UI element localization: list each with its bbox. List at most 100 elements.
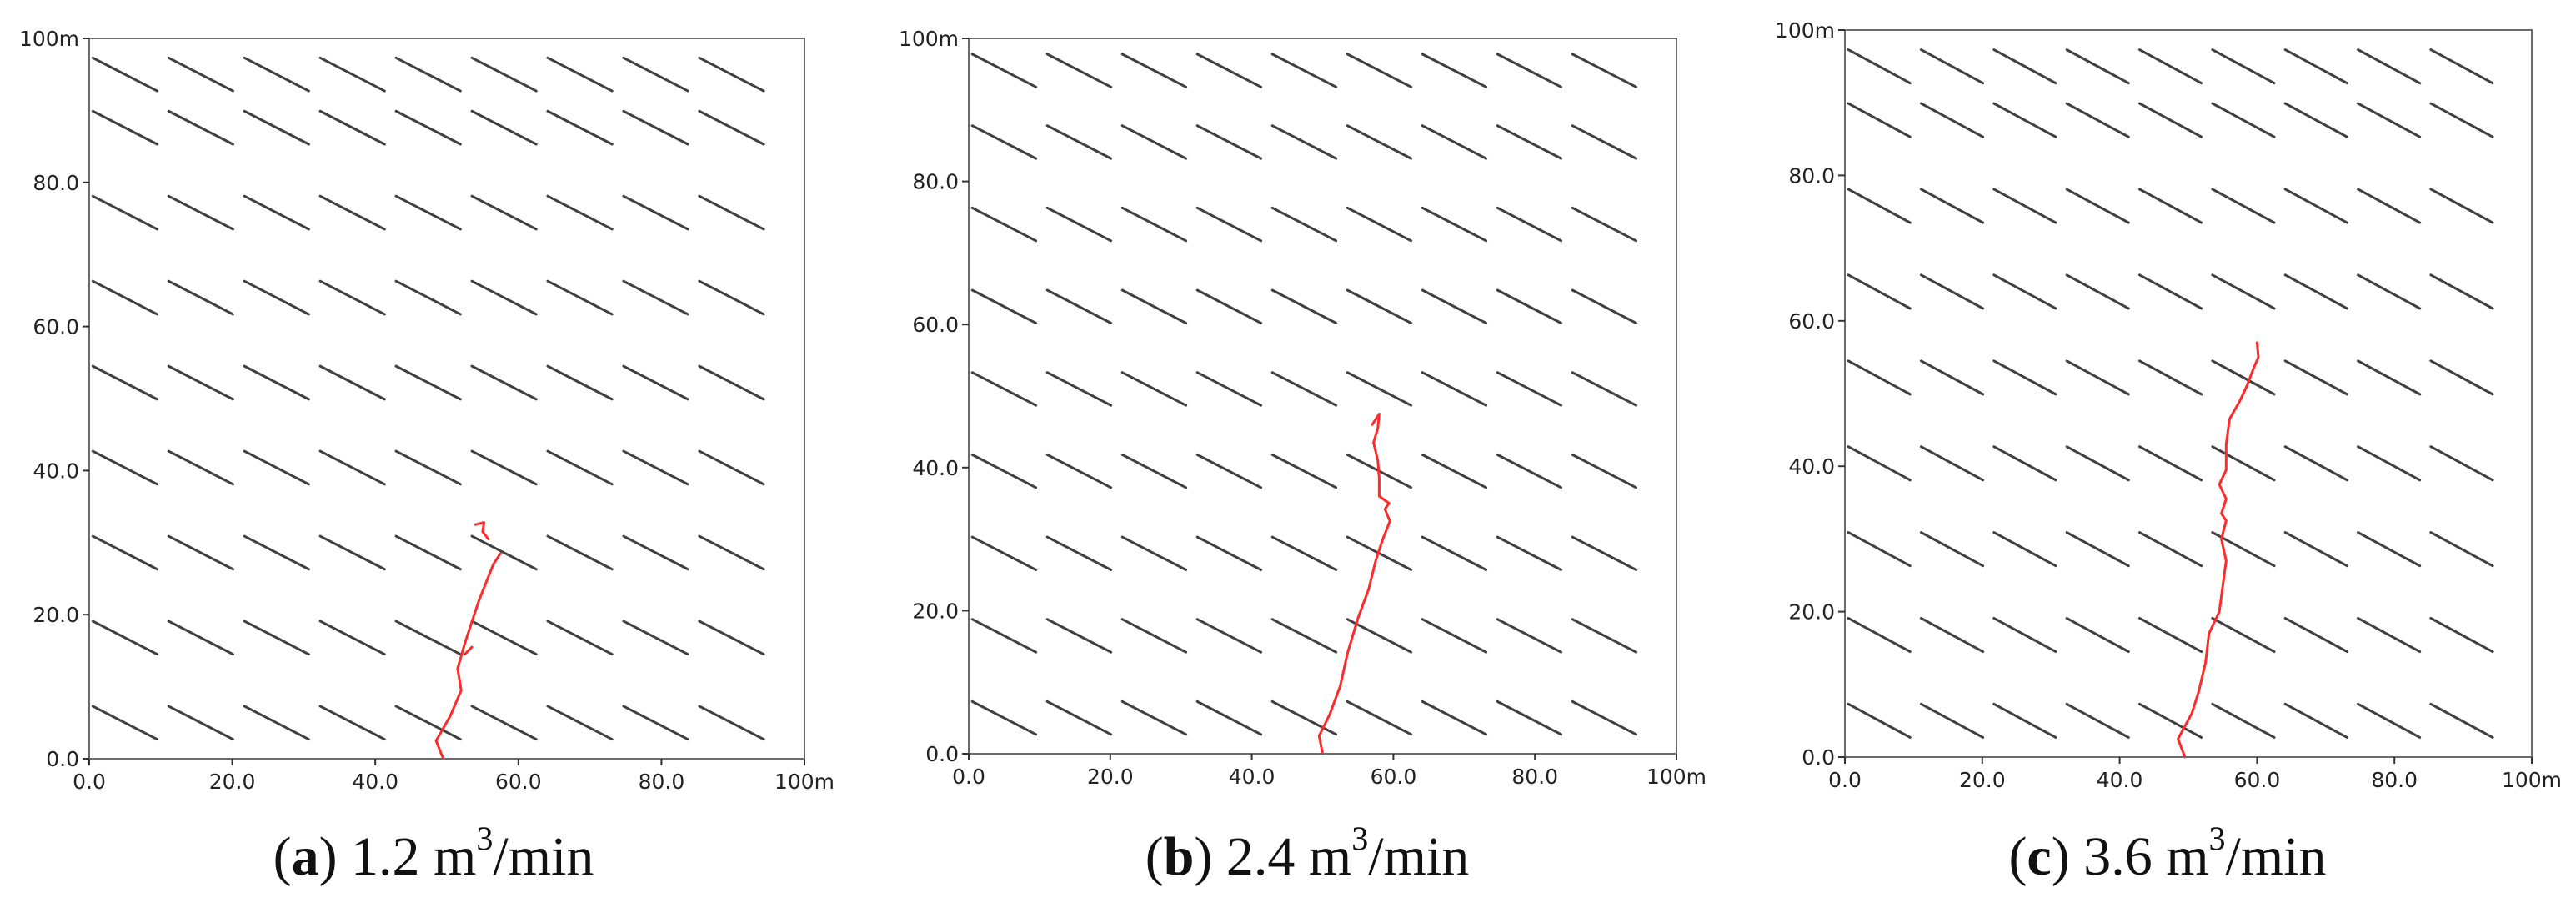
y-tick-label: 100m [899, 27, 959, 51]
natural-fracture [2429, 616, 2494, 654]
natural-fracture [970, 371, 1038, 407]
natural-fracture [1346, 206, 1413, 243]
natural-fracture [394, 109, 462, 146]
natural-fracture [1270, 53, 1338, 88]
natural-fractures [1847, 48, 2494, 739]
natural-fracture [1346, 288, 1413, 324]
y-tick-label: 20.0 [912, 599, 959, 623]
natural-fracture [2065, 48, 2130, 85]
natural-fracture [2283, 702, 2348, 739]
natural-fracture [546, 194, 614, 231]
natural-fracture [2211, 102, 2276, 138]
natural-fracture [1571, 371, 1638, 407]
natural-fracture [1847, 445, 1912, 482]
natural-fracture [2429, 188, 2494, 224]
natural-fracture [970, 53, 1038, 88]
natural-fracture [1195, 618, 1263, 654]
natural-fracture [1496, 371, 1563, 407]
natural-fracture [1919, 359, 1985, 396]
x-tick-label: 80.0 [1511, 765, 1558, 789]
natural-fracture [546, 279, 614, 316]
x-tick-label: 0.0 [1828, 768, 1862, 792]
natural-fracture [2137, 702, 2203, 739]
natural-fracture [1270, 124, 1338, 160]
natural-fracture [2357, 445, 2422, 482]
natural-fracture [1346, 124, 1413, 160]
natural-fracture [622, 364, 689, 401]
natural-fracture [2283, 188, 2348, 224]
natural-fracture [1270, 288, 1338, 324]
natural-fracture [2429, 531, 2494, 568]
natural-fracture [1992, 702, 2057, 739]
natural-fracture [2065, 445, 2130, 482]
y-tick-label: 80.0 [912, 170, 959, 194]
natural-fracture [1992, 359, 2057, 396]
natural-fracture [394, 620, 462, 656]
x-tick-label: 100m [2502, 768, 2562, 792]
natural-fracture [1919, 702, 1985, 739]
natural-fracture [470, 194, 538, 231]
natural-fracture [470, 705, 538, 741]
natural-fracture [2283, 445, 2348, 482]
natural-fracture [167, 449, 234, 486]
natural-fracture [470, 364, 538, 401]
natural-fracture [394, 534, 462, 571]
chart-panel-c: 0.0 20.0 40.0 60.0 80.0 100m 0.0 20.0 40.0 60.0 80… [1775, 18, 2562, 792]
natural-fracture [91, 109, 159, 146]
natural-fracture [1195, 453, 1263, 489]
natural-fracture [1120, 453, 1188, 489]
natural-fracture [318, 279, 386, 316]
natural-fracture [1421, 535, 1488, 571]
natural-fracture [1496, 700, 1563, 736]
natural-fracture [2429, 445, 2494, 482]
natural-fracture [243, 194, 310, 231]
natural-fracture [1045, 206, 1113, 243]
natural-fracture [1045, 371, 1113, 407]
panel-caption-c: (c) 3.6 m3/min [2008, 820, 2327, 888]
natural-fracture [2429, 48, 2494, 85]
natural-fracture [243, 620, 310, 656]
natural-fracture [546, 705, 614, 741]
x-tick-label: 40.0 [2097, 768, 2143, 792]
x-tick-label: 20.0 [1087, 765, 1134, 789]
natural-fracture [2429, 102, 2494, 138]
panel-caption-a: (a) 1.2 m3/min [273, 820, 594, 888]
natural-fracture [91, 364, 159, 401]
y-tick-label: 100m [19, 27, 79, 51]
natural-fracture [698, 364, 765, 401]
natural-fracture [2211, 359, 2276, 396]
axes-frame [968, 38, 1677, 755]
natural-fracture [2065, 702, 2130, 739]
natural-fracture [470, 534, 538, 571]
natural-fracture [970, 206, 1038, 243]
natural-fracture [1045, 453, 1113, 489]
natural-fracture [1496, 618, 1563, 654]
hydraulic-fracture-line [2177, 341, 2260, 759]
y-tick-label: 80.0 [33, 171, 79, 195]
natural-fracture [470, 56, 538, 93]
x-tick-label: 60.0 [1371, 765, 1417, 789]
natural-fracture [1270, 618, 1338, 654]
natural-fracture [1992, 48, 2057, 85]
y-tick-label: 20.0 [1788, 600, 1835, 625]
natural-fracture [1120, 124, 1188, 160]
x-tick-label: 0.0 [73, 770, 106, 794]
natural-fracture [2283, 616, 2348, 654]
natural-fracture [318, 449, 386, 486]
natural-fracture [1496, 124, 1563, 160]
natural-fracture [1421, 53, 1488, 88]
chart-panel-b: 0.0 20.0 40.0 60.0 80.0 100m 0.0 20.0 40.0 60.0 80… [899, 27, 1706, 789]
natural-fracture [91, 449, 159, 486]
y-tick-label: 80.0 [1788, 163, 1835, 188]
y-tick-label: 0.0 [46, 747, 79, 771]
natural-fracture [470, 109, 538, 146]
natural-fracture [1847, 48, 1912, 85]
natural-fracture [91, 620, 159, 656]
natural-fracture [970, 700, 1038, 736]
natural-fracture [1045, 53, 1113, 88]
natural-fracture [1992, 102, 2057, 138]
natural-fracture [546, 620, 614, 656]
y-tick-label: 60.0 [912, 313, 959, 337]
natural-fracture [243, 279, 310, 316]
natural-fracture [2137, 273, 2203, 310]
